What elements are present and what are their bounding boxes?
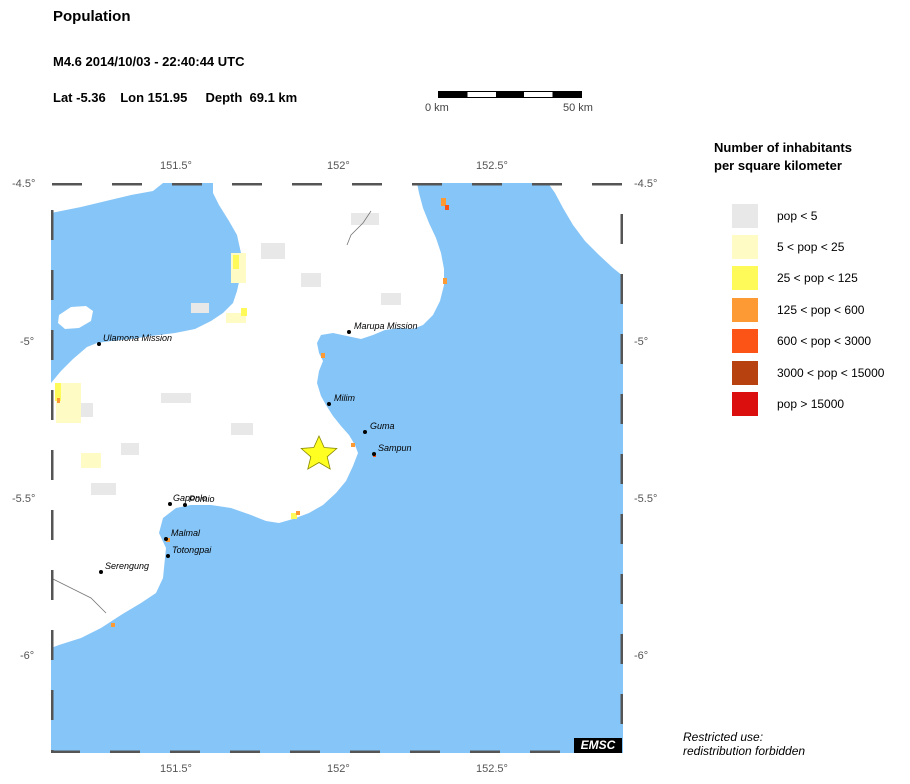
legend-swatch [732,266,758,290]
lat-tick-label: -5° [634,336,649,348]
legend-title-line1: Number of inhabitants [714,140,852,155]
legend-swatch [732,329,758,353]
pop-density-high [55,255,297,519]
scale-start-label: 0 km [425,102,449,114]
scale-bar [438,91,582,98]
legend-label: 600 < pop < 3000 [777,334,872,348]
population-map[interactable]: Ulamona Mission Marupa Mission Milim Gum… [51,183,623,753]
place-marker: Guma [363,421,395,434]
lat-tick-label: -4.5° [634,178,658,190]
lon-tick-label: 152° [327,160,350,172]
legend-item: pop < 5 [732,204,902,230]
place-marker: Marupa Mission [347,321,418,334]
emsc-logo: EMSC [574,738,622,753]
event-coordinates: Lat -5.36 Lon 151.95 Depth 69.1 km [53,90,298,105]
place-marker: Sampun [372,443,412,456]
legend-item: 5 < pop < 25 [732,235,902,261]
legend-label: pop > 15000 [777,397,845,411]
lon-tick-label: 152° [327,763,350,775]
restricted-notice: Restricted use: redistribution forbidden [683,730,805,758]
place-label: Malmal [171,528,201,538]
legend-label: 5 < pop < 25 [777,240,845,254]
river [346,210,372,246]
place-label: Ulamona Mission [103,333,172,343]
place-marker: Totongpai [166,545,212,558]
place-marker: Pomio [183,494,215,507]
lat-tick-label: -5.5° [634,493,658,505]
lat-tick-label: -5° [20,336,35,348]
place-label: Totongpai [172,545,212,555]
legend-item: 600 < pop < 3000 [732,329,902,355]
place-label: Gaponlo [173,493,207,503]
legend-item: 125 < pop < 600 [732,298,902,324]
legend-swatch [732,235,758,259]
legend-label: 125 < pop < 600 [777,303,865,317]
lon-tick-label: 151.5° [160,763,192,775]
legend-title-line2: per square kilometer [714,158,842,173]
legend-label: pop < 5 [777,209,818,223]
lat-tick-label: -5.5° [12,493,36,505]
land-new-ireland [548,183,623,276]
place-label: Guma [370,421,395,431]
event-info: M4.6 2014/10/03 - 22:40:44 UTC [53,54,245,69]
land-new-britain [51,183,444,648]
restricted-line2: redistribution forbidden [683,744,806,758]
lon-tick-label: 151.5° [160,160,192,172]
place-label: Pomio [189,494,215,504]
place-label: Sampun [378,443,412,453]
place-label: Milim [334,393,355,403]
restricted-line1: Restricted use: [683,730,764,744]
epicenter-star-icon[interactable] [300,435,338,470]
place-marker: Serengung [99,561,149,574]
lon-tick-label: 152.5° [476,160,508,172]
scale-end-label: 50 km [563,102,593,114]
lat-tick-label: -4.5° [12,178,36,190]
lat-tick-label: -6° [634,650,649,662]
legend-label: 25 < pop < 125 [777,271,858,285]
pop-density-low [71,213,401,495]
page-title: Population [53,8,131,25]
place-label: Marupa Mission [354,321,418,331]
place-marker: Ulamona Mission [97,333,172,346]
river [51,577,107,614]
legend-item: 25 < pop < 125 [732,266,902,292]
place-marker: Malmal [164,528,201,541]
legend-swatch [732,392,758,416]
place-marker: Milim [327,393,355,406]
legend-item: 3000 < pop < 15000 [732,361,902,387]
place-label: Serengung [105,561,149,571]
legend-title: Number of inhabitants per square kilomet… [714,139,852,175]
lat-tick-label: -6° [20,650,35,662]
legend-label: 3000 < pop < 15000 [777,366,885,380]
legend-swatch [732,298,758,322]
legend-swatch [732,204,758,228]
legend-swatch [732,361,758,385]
land-north-west [51,183,163,213]
land-island-west [58,306,93,329]
pop-density-coastal [57,198,447,627]
place-marker: Gaponlo [168,493,207,506]
legend-item: pop > 15000 [732,392,902,418]
map-frame [51,183,623,753]
lon-tick-label: 152.5° [476,763,508,775]
